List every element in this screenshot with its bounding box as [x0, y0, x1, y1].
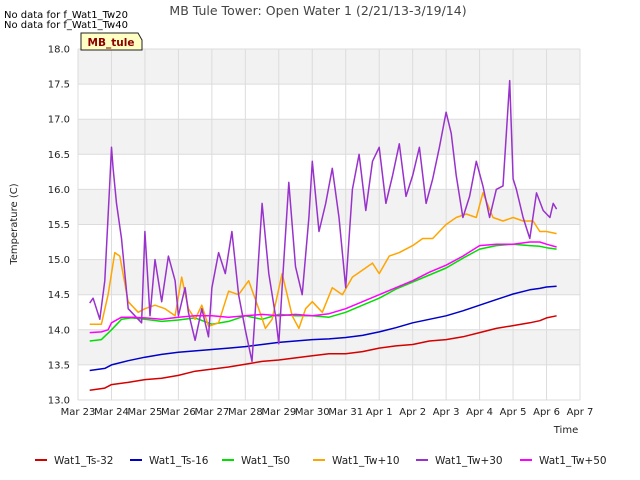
chart-legend: Wat1_Ts-32 Wat1_Ts-16 Wat1_Ts0 Wat1_Tw+10 Wa… [35, 455, 607, 467]
x-tick-label: Apr 5 [500, 407, 527, 418]
site-badge-shape [80, 32, 143, 51]
y-tick-label: 16.0 [48, 185, 70, 196]
chart-axes: 13.0 13.5 14.0 14.5 15.0 15.5 16.0 16.5 17.0 17.5… [48, 45, 594, 419]
y-tick-label: 17.0 [48, 115, 70, 126]
series-line-wat1-ts0 [89, 243, 557, 342]
x-tick-label: Apr 1 [366, 407, 393, 418]
x-tick-label: Apr 2 [399, 407, 426, 418]
legend-label: Wat1_Ts-32 [54, 455, 114, 467]
y-tick-label: 16.5 [48, 150, 70, 161]
x-tick-label: Apr 4 [466, 407, 493, 418]
x-tick-label: Mar 30 [295, 407, 330, 418]
legend-label: Wat1_Tw+50 [539, 455, 607, 467]
grid-band [78, 49, 580, 85]
grid-band [78, 189, 580, 225]
site-badge-label: MB_tule [88, 37, 135, 49]
chart-series-layer [89, 79, 558, 391]
x-axis-label: Time [553, 425, 578, 436]
x-tick-label: Mar 28 [228, 407, 263, 418]
grid-band [78, 119, 580, 155]
legend-label: Wat1_Ts0 [241, 455, 290, 467]
y-tick-label: 13.5 [48, 360, 70, 371]
no-data-note-1: No data for f_Wat1_Tw20 [4, 10, 128, 21]
y-axis-label: Temperature (C) [9, 183, 20, 265]
series-line-wat1-ts-16 [89, 285, 557, 372]
grid-band [78, 259, 580, 295]
site-badge: MB_tule [80, 32, 143, 51]
x-tick-label: Mar 27 [194, 407, 229, 418]
series-line-wat1-tw-30 [89, 79, 558, 363]
y-tick-label: 17.5 [48, 80, 70, 91]
no-data-note-2: No data for f_Wat1_Tw40 [4, 20, 128, 31]
series-line-wat1-tw-50 [89, 241, 557, 334]
legend-label: Wat1_Ts-16 [149, 455, 209, 467]
x-tick-label: Mar 25 [128, 407, 163, 418]
y-tick-label: 18.0 [48, 45, 70, 56]
x-tick-label: Mar 24 [94, 407, 129, 418]
x-tick-label: Mar 31 [328, 407, 363, 418]
x-tick-label: Apr 3 [433, 407, 460, 418]
y-tick-label: 13.0 [48, 396, 70, 407]
y-tick-label: 15.0 [48, 255, 70, 266]
y-tick-label: 14.5 [48, 290, 70, 301]
y-tick-label: 15.5 [48, 220, 70, 231]
x-tick-label: Mar 29 [261, 407, 296, 418]
x-tick-label: Apr 6 [533, 407, 560, 418]
x-tick-label: Mar 26 [161, 407, 196, 418]
series-line-wat1-ts-32 [89, 315, 557, 391]
series-line-wat1-tw-10 [89, 192, 557, 330]
y-tick-label: 14.0 [48, 325, 70, 336]
x-tick-label: Mar 23 [61, 407, 96, 418]
legend-label: Wat1_Tw+10 [332, 455, 400, 467]
legend-label: Wat1_Tw+30 [435, 455, 503, 467]
chart-title: MB Tule Tower: Open Water 1 (2/21/13-3/1… [169, 3, 466, 18]
grid-band [78, 329, 580, 365]
x-tick-label: Apr 7 [567, 407, 594, 418]
